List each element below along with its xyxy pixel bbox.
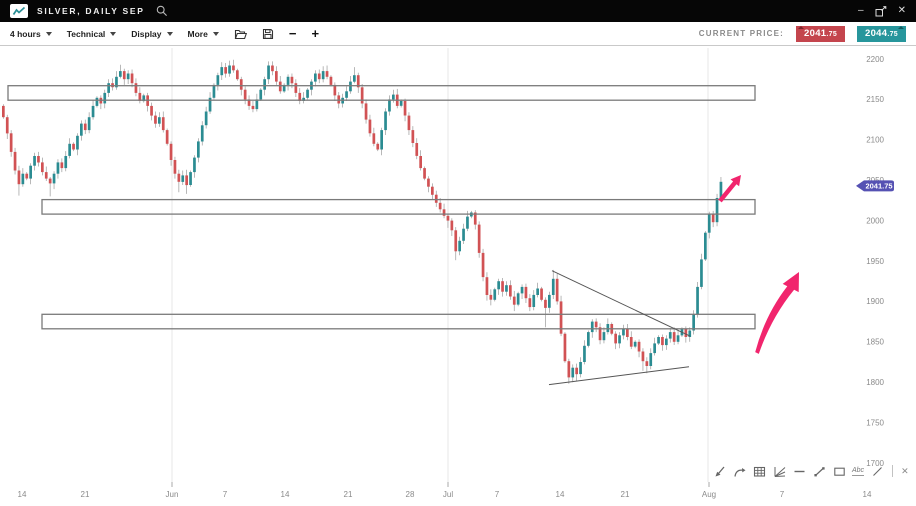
month-gridlines <box>171 48 709 482</box>
large-up-arrow[interactable] <box>755 272 799 354</box>
display-dropdown[interactable]: Display <box>131 28 173 39</box>
text-tool-icon[interactable]: Abc <box>852 466 865 476</box>
elbow-line-icon[interactable] <box>732 464 746 478</box>
time-axis-label: 14 <box>863 490 872 499</box>
window-controls: – ✕ <box>858 6 906 17</box>
rectangle-icon[interactable] <box>832 464 846 478</box>
time-axis-label: 14 <box>18 490 27 499</box>
resistance-zone-upper[interactable] <box>7 85 756 101</box>
technical-dropdown[interactable]: Technical <box>67 29 117 39</box>
ray-icon[interactable] <box>870 464 884 478</box>
toolbar-divider <box>892 465 894 477</box>
time-axis-label: 21 <box>344 490 353 499</box>
app-logo-icon <box>10 4 28 18</box>
support-zone-lower[interactable] <box>41 313 756 330</box>
triangle-lower-line[interactable] <box>548 366 690 386</box>
close-window-button[interactable]: ✕ <box>897 5 906 16</box>
time-axis-label: Jul <box>443 490 453 499</box>
time-axis-label: 21 <box>621 490 630 499</box>
more-dropdown[interactable]: More <box>188 29 219 39</box>
title-bar: SILVER, DAILY SEP – ✕ <box>0 0 916 22</box>
zoom-in-button[interactable]: + <box>311 25 320 41</box>
price-axis-label: 2200 <box>866 55 884 64</box>
arrow-draw-icon[interactable] <box>712 464 726 478</box>
minimize-button[interactable]: – <box>858 5 864 16</box>
open-folder-icon[interactable] <box>234 28 247 40</box>
price-axis-label: 1750 <box>866 418 884 427</box>
close-icon[interactable]: ✕ <box>901 466 909 476</box>
time-axis-label: 21 <box>81 490 90 499</box>
price-axis-label: 1900 <box>866 297 884 306</box>
current-price-group: CURRENT PRICE: 2041.75 2044.75 <box>698 25 906 42</box>
candlestick-chart[interactable]: 2200215021002050200019501900185018001750… <box>0 47 916 506</box>
technical-dropdown-label: Technical <box>66 28 106 39</box>
chart-area[interactable]: 2200215021002050200019501900185018001750… <box>0 47 916 506</box>
ask-int: 2044 <box>865 27 888 39</box>
time-axis-label: 14 <box>281 490 290 499</box>
price-tag-value: 2041.75 <box>865 182 892 191</box>
current-price-label: CURRENT PRICE: <box>698 29 785 38</box>
chevron-down-icon <box>45 31 52 36</box>
chevron-down-icon <box>110 31 117 36</box>
candlesticks <box>2 59 723 384</box>
search-icon[interactable] <box>156 5 168 17</box>
price-axis-label: 2150 <box>866 95 884 104</box>
timeframe-dropdown[interactable]: 4 hours <box>10 29 52 39</box>
bid-frac: .75 <box>826 30 838 38</box>
resistance-zone-mid[interactable] <box>41 198 756 215</box>
bid-int: 2041 <box>804 27 827 39</box>
price-axis-label: 1850 <box>866 338 884 347</box>
triangle-upper-line[interactable] <box>551 270 691 337</box>
time-axis-label: 7 <box>495 490 500 499</box>
more-dropdown-label: More <box>187 28 208 39</box>
time-axis-label: 28 <box>406 490 415 499</box>
display-dropdown-label: Display <box>131 28 162 39</box>
chevron-down-icon <box>212 31 219 36</box>
fan-lines-icon[interactable] <box>772 464 786 478</box>
small-up-arrow[interactable] <box>718 175 741 203</box>
time-axis-label: Jun <box>166 490 179 499</box>
horizontal-line-icon[interactable] <box>792 464 806 478</box>
time-axis-label: 7 <box>223 490 228 499</box>
time-axis-label: 14 <box>556 490 565 499</box>
time-axis[interactable]: 14 21 Jun 7 14 21 28 Jul 7 14 21 Aug 7 14 <box>18 482 872 499</box>
timeframe-dropdown-label: 4 hours <box>10 28 41 39</box>
popout-window-button[interactable] <box>875 5 887 17</box>
chevron-down-icon <box>166 31 173 36</box>
price-axis-label: 2100 <box>866 136 884 145</box>
ask-price-badge: 2044.75 <box>857 25 906 42</box>
drawing-toolbar: Abc ✕ <box>712 464 909 478</box>
save-icon[interactable] <box>262 28 274 40</box>
price-axis-label: 1700 <box>866 459 884 468</box>
chart-toolbar: 4 hours Technical Display More − + CURRE… <box>0 22 916 46</box>
price-label-tag: 2041.75 <box>856 180 894 192</box>
trend-line-icon[interactable] <box>812 464 826 478</box>
zoom-out-button[interactable]: − <box>288 25 297 41</box>
price-axis-label: 1800 <box>866 378 884 387</box>
bid-price-badge: 2041.75 <box>796 25 846 42</box>
grid-icon[interactable] <box>752 464 766 478</box>
time-axis-label: 7 <box>780 490 785 499</box>
ask-frac: .75 <box>887 30 898 38</box>
price-axis[interactable]: 2200215021002050200019501900185018001750… <box>866 55 884 468</box>
symbol-title: SILVER, DAILY SEP <box>37 6 145 16</box>
time-axis-label: Aug <box>702 490 716 499</box>
price-axis-label: 2000 <box>866 216 884 225</box>
price-axis-label: 1950 <box>866 257 884 266</box>
